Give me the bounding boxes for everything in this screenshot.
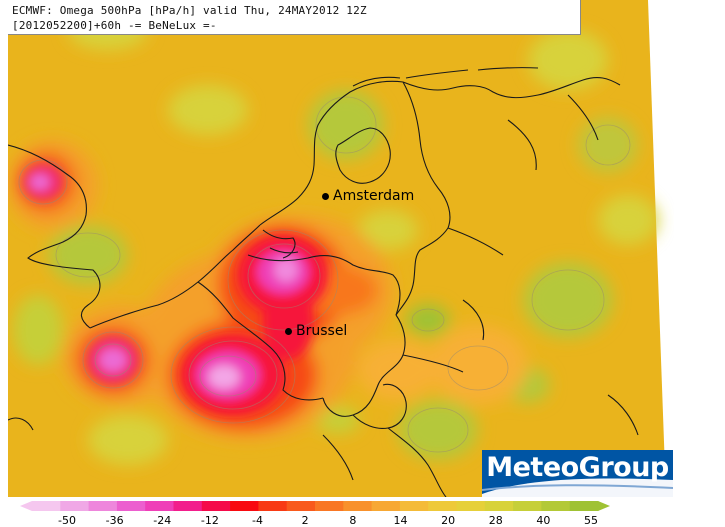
colorbar-tick-label: 40 <box>536 514 551 527</box>
logo-graphic <box>481 450 674 497</box>
colorbar-swatch <box>60 501 90 511</box>
colorbar-tick-label: 2 <box>301 514 309 527</box>
contour-lines <box>18 96 631 453</box>
colorbar-tick-label: 28 <box>488 514 503 527</box>
colorbar-swatch <box>428 501 457 511</box>
colorbar-swatch <box>286 501 316 511</box>
map-subtitle: [2012052200]+60h -= BeNeLux =- <box>12 19 217 32</box>
colorbar-swatch <box>513 501 542 511</box>
colorbar-swatch <box>32 501 61 511</box>
colorbar <box>20 501 610 511</box>
colorbar-swatch <box>201 501 231 511</box>
colorbar-swatch <box>371 501 401 511</box>
colorbar-arrow-right <box>598 501 610 511</box>
map-canvas <box>8 0 674 497</box>
brussel-marker <box>285 328 292 335</box>
colorbar-tick-label: -36 <box>105 514 124 527</box>
city-label-brussel: Brussel <box>296 323 348 339</box>
colorbar-swatch <box>145 501 174 511</box>
colorbar-swatch <box>116 501 146 511</box>
colorbar-swatch <box>456 501 486 511</box>
colorbar-tick-label: 20 <box>441 514 456 527</box>
colorbar-tick-label: -50 <box>58 514 76 527</box>
colorbar-swatch <box>258 501 288 511</box>
colorbar-swatch <box>315 501 344 511</box>
colorbar-swatch <box>569 501 599 511</box>
logo-text: MeteoGroup <box>486 452 669 483</box>
colorbar-swatch <box>343 501 373 511</box>
colorbar-swatch <box>230 501 259 511</box>
colorbar-swatch <box>484 501 514 511</box>
map-title: ECMWF: Omega 500hPa [hPa/h] valid Thu, 2… <box>12 4 367 17</box>
colorbar-arrow-left <box>20 501 32 511</box>
colorbar-swatch <box>399 501 429 511</box>
colorbar-tick-label: -12 <box>200 514 219 527</box>
colorbar-tick-label: -4 <box>252 514 264 527</box>
meteogroup-logo: MeteoGroup <box>481 450 674 497</box>
colorbar-tick-label: -24 <box>153 514 172 527</box>
map-title-box: ECMWF: Omega 500hPa [hPa/h] valid Thu, 2… <box>8 0 581 35</box>
colorbar-swatch <box>173 501 203 511</box>
colorbar-tick-label: 14 <box>393 514 408 527</box>
city-label-amsterdam: Amsterdam <box>333 188 415 204</box>
colorbar-tick-label: 8 <box>349 514 357 527</box>
omega-map <box>8 0 674 497</box>
colorbar-swatch <box>88 501 118 511</box>
domain-edge <box>648 0 674 497</box>
amsterdam-marker <box>322 193 329 200</box>
coastlines-borders <box>8 67 639 497</box>
colorbar-tick-label: 55 <box>584 514 598 527</box>
colorbar-swatch <box>541 501 571 511</box>
colorbar-labels: -50 -36 -24 -12 -4 2 8 14 20 28 40 55 <box>0 514 725 527</box>
